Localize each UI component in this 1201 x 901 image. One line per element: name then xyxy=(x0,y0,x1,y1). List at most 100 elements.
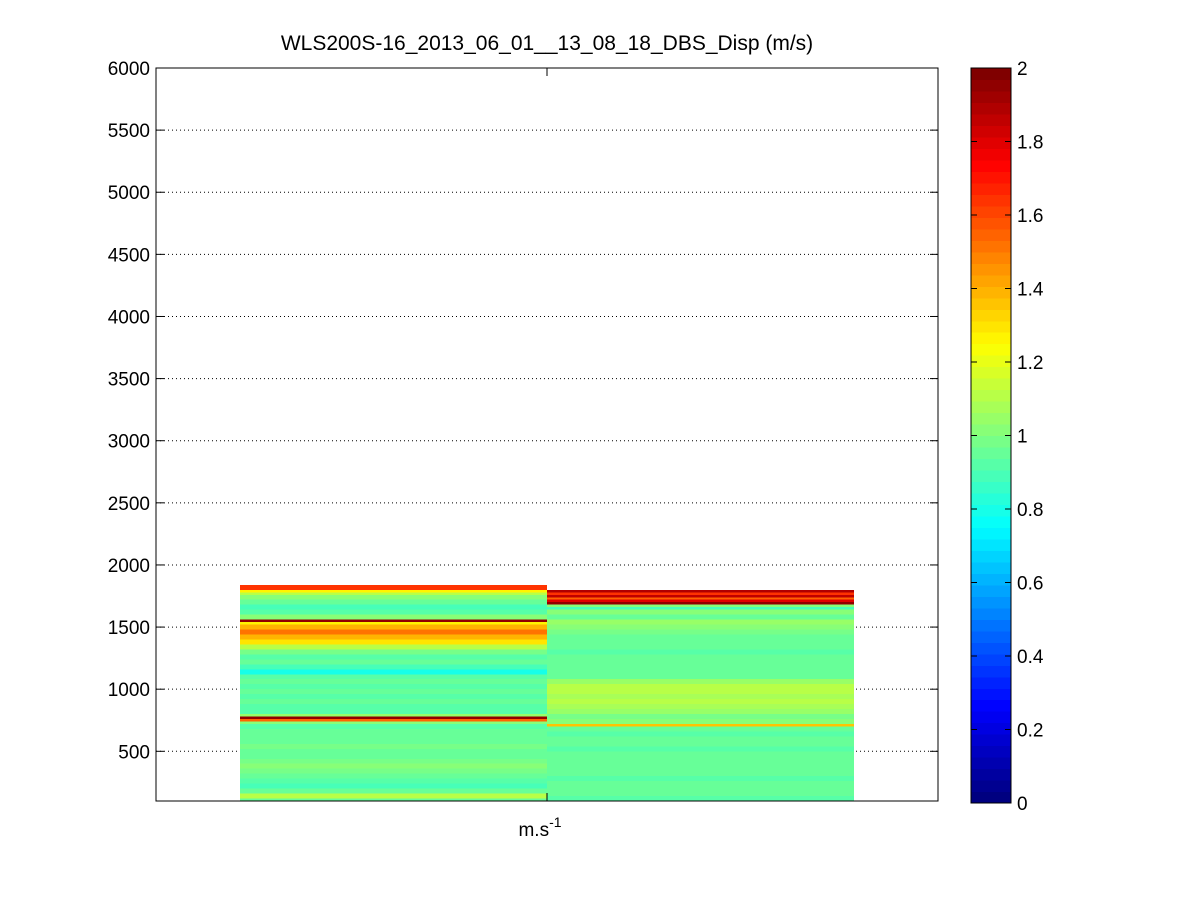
colorbar-swatch xyxy=(971,561,1011,574)
y-tick-label: 3500 xyxy=(108,370,150,391)
heatmap-cell xyxy=(547,796,854,801)
colorbar-swatch xyxy=(971,401,1011,414)
colorbar-swatch xyxy=(971,90,1011,104)
colorbar-swatch xyxy=(971,240,1011,253)
heatmap-cell xyxy=(240,624,547,630)
colorbar-swatch xyxy=(971,469,1011,483)
heatmap-cell xyxy=(547,776,854,782)
heatmap-cell xyxy=(547,726,854,732)
heatmap-cell xyxy=(547,602,854,605)
heatmap-cell xyxy=(547,786,854,792)
heatmap-cell xyxy=(240,619,547,623)
heatmap-cell xyxy=(547,594,854,598)
heatmap-cell xyxy=(240,649,547,655)
heatmap-cell xyxy=(240,704,547,710)
colorbar-swatch xyxy=(971,194,1011,207)
heatmap-cell xyxy=(547,699,854,705)
colorbar-swatch xyxy=(971,355,1011,368)
heatmap-cell xyxy=(240,609,547,615)
heatmap-cell xyxy=(547,654,854,660)
colorbar-swatch xyxy=(971,699,1011,712)
heatmap-cell xyxy=(240,733,547,739)
colorbar-swatch xyxy=(971,596,1011,609)
colorbar-tick-label: 1.2 xyxy=(1017,353,1043,374)
colorbar-tick-label: 2 xyxy=(1017,59,1028,80)
colorbar-swatch xyxy=(971,171,1011,184)
colorbar-swatch xyxy=(971,332,1011,345)
colorbar-swatch xyxy=(971,573,1011,586)
x-axis-label-superscript: -1 xyxy=(549,814,562,830)
colorbar-swatch xyxy=(971,297,1011,310)
heatmap-cell xyxy=(240,758,547,764)
colorbar-swatch xyxy=(971,768,1011,781)
heatmap-cell xyxy=(240,669,547,675)
colorbar-swatch xyxy=(971,125,1011,138)
heatmap-cell xyxy=(547,674,854,680)
colorbar-swatch xyxy=(971,527,1011,540)
heatmap-cell xyxy=(547,746,854,752)
heatmap-cell xyxy=(240,679,547,685)
colorbar-swatch xyxy=(971,217,1011,230)
colorbar-swatch xyxy=(971,492,1011,506)
heatmap-cell xyxy=(547,629,854,635)
colorbar-tick-label: 1.4 xyxy=(1017,280,1044,301)
colorbar-swatch xyxy=(971,607,1011,620)
colorbar-swatch xyxy=(971,688,1011,701)
heatmap-cell xyxy=(240,639,547,645)
colorbar-swatch xyxy=(971,676,1011,689)
chart-title: WLS200S-16_2013_06_01__13_08_18_DBS_Disp… xyxy=(281,32,813,55)
heatmap-cell xyxy=(240,592,547,595)
colorbar-tick-label: 0.8 xyxy=(1017,500,1043,521)
heatmap-cell xyxy=(240,723,547,729)
colorbar-swatch xyxy=(971,366,1011,379)
heatmap-cell xyxy=(240,728,547,734)
colorbar-swatch xyxy=(971,148,1011,161)
colorbar-swatch xyxy=(971,481,1011,494)
heatmap-cell xyxy=(240,674,547,680)
heatmap-cells xyxy=(240,584,854,801)
heatmap-cell xyxy=(240,699,547,705)
heatmap-cell xyxy=(547,723,854,727)
colorbar-swatch xyxy=(971,584,1011,597)
heatmap-cell xyxy=(547,644,854,650)
y-tick-label: 1500 xyxy=(108,618,150,639)
heatmap-cell xyxy=(547,704,854,710)
heatmap-cell xyxy=(240,659,547,665)
heatmap-cell xyxy=(547,731,854,737)
y-tick-label: 1000 xyxy=(108,680,150,701)
colorbar-swatch xyxy=(971,136,1011,149)
heatmap-cell xyxy=(240,694,547,700)
colorbar-swatch xyxy=(971,228,1011,241)
heatmap-cell xyxy=(547,709,854,715)
heatmap-cell xyxy=(240,738,547,744)
colorbar-swatch xyxy=(971,205,1011,218)
heatmap-cell xyxy=(547,766,854,772)
heatmap-cell xyxy=(547,614,854,620)
colorbar-swatch xyxy=(971,538,1011,551)
y-tick-label: 5500 xyxy=(108,121,150,142)
heatmap-cell xyxy=(240,716,547,720)
heatmap-cell xyxy=(240,743,547,749)
colorbar-swatch xyxy=(971,102,1011,115)
heatmap-cell xyxy=(547,624,854,630)
colorbar-tick-label: 0.6 xyxy=(1017,574,1043,595)
colorbar-swatch xyxy=(971,182,1011,195)
colorbar-swatch xyxy=(971,389,1011,402)
heatmap-cell xyxy=(240,614,547,620)
y-axis: 500 1000 1500 2000 2500 3000 3500 4000 4500 5000 5… xyxy=(108,59,938,801)
heatmap-cell xyxy=(240,604,547,610)
colorbar-swatch xyxy=(971,642,1011,655)
heatmap-cell xyxy=(240,644,547,650)
heatmap-cell xyxy=(547,607,854,610)
heatmap-cell xyxy=(547,719,854,724)
heatmap-cell xyxy=(240,709,547,715)
heatmap-cell xyxy=(240,599,547,605)
colorbar-swatch xyxy=(971,286,1011,299)
heatmap-cell xyxy=(547,669,854,675)
heatmap-cell xyxy=(547,619,854,625)
y-tick-label: 4500 xyxy=(108,245,150,266)
heatmap-cell xyxy=(547,659,854,665)
heatmap-cell xyxy=(547,649,854,655)
heatmap-cell xyxy=(547,684,854,690)
